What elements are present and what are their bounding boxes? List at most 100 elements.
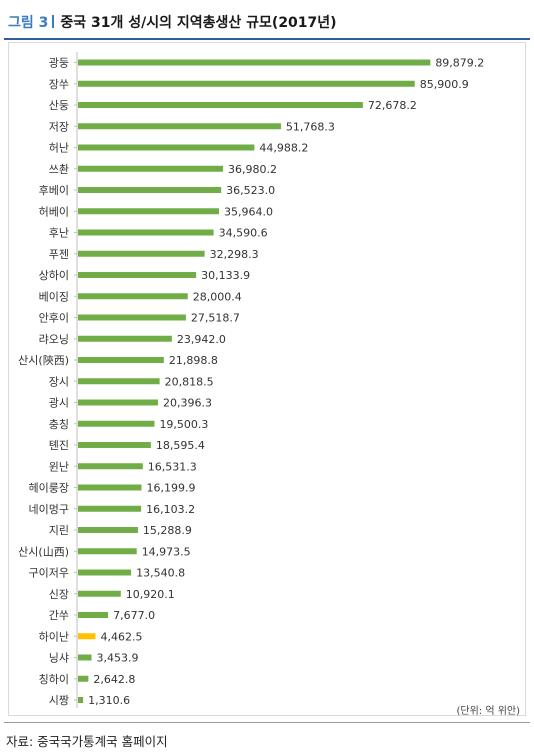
bar — [78, 505, 142, 512]
bar — [78, 569, 132, 576]
category-label: 시짱 — [49, 694, 69, 707]
bar — [78, 675, 89, 682]
category-label: 헤이룽장 — [29, 482, 69, 495]
value-label: 16,103.2 — [146, 503, 195, 516]
category-label: 간쑤 — [49, 609, 69, 622]
bar — [78, 80, 415, 87]
value-label: 16,531.3 — [148, 460, 197, 473]
category-label: 장쑤 — [49, 78, 69, 91]
bar — [78, 442, 151, 448]
value-label: 27,518.7 — [191, 312, 240, 325]
bar — [78, 165, 223, 172]
value-label: 13,540.8 — [136, 567, 185, 580]
category-label: 후베이 — [39, 184, 69, 197]
bar — [78, 548, 137, 555]
bar — [78, 335, 172, 342]
category-label: 하이난 — [39, 629, 69, 643]
bar — [78, 399, 158, 406]
value-label: 15,288.9 — [143, 524, 192, 537]
category-label: 광둥 — [49, 57, 69, 70]
value-label: 20,818.5 — [165, 375, 214, 388]
figure-label: 그림 3 — [8, 15, 49, 31]
bar — [78, 633, 96, 640]
bar — [78, 229, 214, 236]
value-label: 23,942.0 — [177, 333, 226, 346]
category-label: 산시(山西) — [18, 545, 69, 558]
value-label: 30,133.9 — [201, 269, 250, 282]
value-label: 85,900.9 — [420, 78, 469, 91]
bar — [78, 293, 188, 300]
value-label: 72,678.2 — [368, 99, 417, 112]
category-label: 랴오닝 — [39, 333, 69, 346]
value-label: 2,642.8 — [93, 673, 135, 686]
value-label: 14,973.5 — [142, 545, 191, 558]
bar — [78, 187, 222, 193]
category-label: 저장 — [49, 120, 69, 133]
bar — [78, 420, 155, 427]
value-label: 7,677.0 — [113, 609, 155, 622]
bar — [78, 484, 142, 491]
title-separator — [52, 15, 55, 28]
category-label: 네이멍구 — [29, 503, 69, 516]
value-label: 32,298.3 — [210, 248, 259, 261]
value-label: 44,988.2 — [259, 142, 308, 155]
bar — [78, 102, 363, 108]
category-label: 장시 — [49, 375, 69, 388]
footer-rule — [4, 722, 530, 723]
category-label: 안후이 — [39, 312, 69, 325]
category-label: 후난 — [49, 227, 69, 240]
bar — [78, 144, 255, 151]
value-label: 89,879.2 — [435, 57, 484, 70]
page-title: 중국 31개 성/시의 지역총생산 규모(2017년) — [60, 15, 337, 31]
bar — [78, 463, 143, 470]
bar — [78, 208, 219, 215]
category-label: 상하이 — [39, 268, 69, 282]
category-label: 쓰촨 — [49, 163, 69, 176]
value-label: 36,980.2 — [228, 163, 277, 176]
bar — [78, 59, 431, 66]
bar — [78, 697, 84, 703]
bar — [78, 272, 197, 278]
category-label: 광시 — [49, 397, 69, 410]
value-label: 18,595.4 — [156, 439, 205, 452]
chart-frame — [8, 42, 526, 716]
category-label: 톈진 — [49, 439, 69, 452]
unit-note: (단위: 억 위안) — [456, 706, 520, 717]
value-label: 3,453.9 — [97, 652, 139, 665]
bar — [78, 527, 138, 533]
value-label: 19,500.3 — [159, 418, 208, 431]
category-label: 허베이 — [39, 205, 69, 218]
category-label: 산시(陝西) — [18, 354, 69, 367]
value-label: 51,768.3 — [286, 120, 335, 133]
value-label: 4,462.5 — [100, 630, 142, 643]
category-label: 구이저우 — [29, 567, 69, 580]
category-label: 닝샤 — [49, 652, 69, 665]
value-label: 34,590.6 — [219, 227, 268, 240]
category-label: 산둥 — [49, 99, 69, 112]
category-label: 허난 — [49, 142, 69, 155]
bar — [78, 123, 281, 130]
category-label: 푸젠 — [49, 248, 69, 261]
value-label: 28,000.4 — [193, 290, 242, 303]
figure-title: 그림 3 중국 31개 성/시의 지역총생산 규모(2017년) — [8, 12, 337, 34]
value-label: 10,920.1 — [126, 588, 175, 601]
value-label: 21,898.8 — [169, 354, 218, 367]
category-label: 신장 — [49, 588, 69, 601]
bar — [78, 314, 186, 321]
bar — [78, 590, 121, 597]
category-label: 충칭 — [49, 418, 69, 431]
value-label: 20,396.3 — [163, 397, 212, 410]
bar-chart: 광둥 89,879.2 장쑤 85,900.9 산둥 72,678.2 저장 51,768.3… — [18, 52, 484, 708]
value-label: 35,964.0 — [224, 205, 273, 218]
title-rule — [4, 38, 530, 40]
bar — [78, 250, 205, 257]
category-label: 지린 — [49, 524, 69, 537]
value-label: 16,199.9 — [147, 482, 196, 495]
bar — [78, 378, 160, 385]
category-label: 칭하이 — [39, 672, 69, 686]
value-label: 1,310.6 — [88, 694, 130, 707]
bar — [78, 612, 109, 618]
bar — [78, 654, 92, 661]
value-label: 36,523.0 — [226, 184, 275, 197]
source-note: 자료: 중국국가통계국 홈페이지 — [6, 734, 168, 749]
